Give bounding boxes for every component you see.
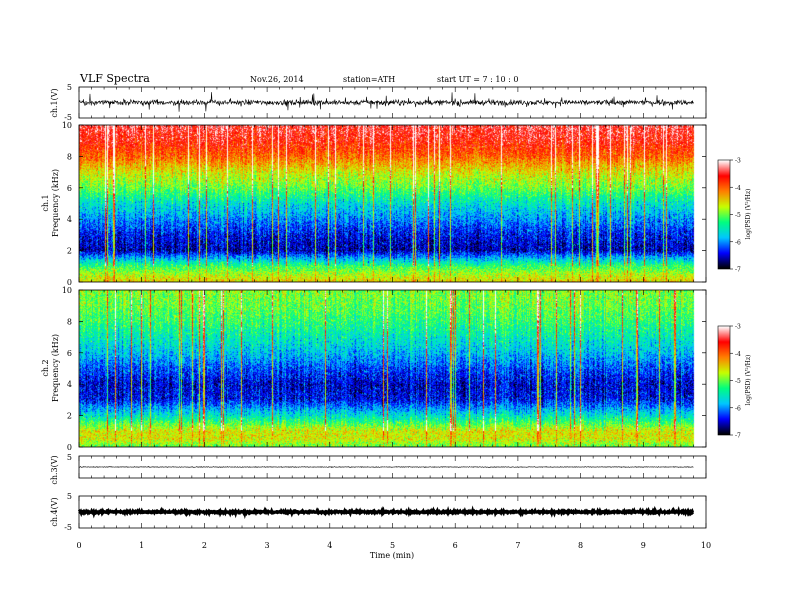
ch1-ytick-top: 5: [67, 83, 72, 92]
colorbar-tick-label: -6: [735, 405, 741, 412]
ch2-spectrogram-channel-label: ch.2: [41, 359, 50, 376]
freq-tick-label: 4: [67, 215, 72, 224]
ch1-ylabel: ch.1(V): [50, 88, 59, 117]
colorbar-tick-label: -4: [735, 351, 741, 358]
colorbar-tick-label: -5: [735, 378, 741, 385]
ch1-spectrogram-channel-label: ch.1: [41, 194, 50, 211]
freq-tick-label: 2: [67, 412, 72, 421]
time-tick-label: 4: [327, 541, 332, 550]
time-tick-label: 10: [701, 541, 711, 550]
time-axis-tick-labels: 0 1 2 3 4 5 6 7 8 9 10: [76, 541, 711, 550]
freq-tick-label: 10: [62, 286, 72, 295]
time-tick-label: 9: [641, 541, 646, 550]
ch1-colorbar-label: log(PSD) (V²/Hz): [745, 189, 752, 240]
time-tick-label: 3: [265, 541, 270, 550]
freq-tick-label: 6: [67, 184, 72, 193]
freq-tick-label: 2: [67, 247, 72, 256]
ch4-ytick-top: 5: [67, 492, 72, 501]
date-label: Nov.26, 2014: [250, 75, 304, 84]
ch1-spectrogram-ylabel: Frequency (kHz): [51, 169, 60, 237]
colorbar-tick-label: -5: [735, 212, 741, 219]
time-tick-label: 1: [139, 541, 144, 550]
ch4-ytick-bottom: -5: [64, 523, 72, 532]
freq-tick-label: 0: [67, 443, 72, 452]
time-tick-label: 2: [202, 541, 207, 550]
colorbar-tick-label: -4: [735, 185, 741, 192]
ch4-waveform-panel: 5 -5 ch.4(V): [50, 492, 707, 532]
freq-tick-label: 10: [62, 121, 72, 130]
time-tick-label: 8: [578, 541, 583, 550]
ch2-ytick-group: 0 2 4 6 8 10: [62, 286, 706, 452]
freq-tick-label: 8: [67, 317, 72, 326]
colorbar-tick-label: -7: [735, 267, 741, 274]
ch2-spectrogram-ylabel: Frequency (kHz): [51, 334, 60, 402]
figure-title: VLF Spectra: [79, 72, 150, 85]
start-time-label: start UT = 7 : 10 : 0: [437, 75, 518, 84]
ch3-waveform-panel: 5 ch.3(V): [50, 453, 707, 485]
ch1-waveform-trace: [78, 92, 694, 112]
ch1-ytick-group: 0 2 4 6 8 10: [62, 121, 706, 287]
ch3-waveform-trace: [78, 466, 694, 468]
ch1-colorbar: [718, 160, 730, 269]
freq-tick-label: 8: [67, 152, 72, 161]
ch3-ylabel: ch.3(V): [50, 455, 59, 484]
time-tick-marks: [78, 87, 707, 528]
station-label: station=ATH: [343, 75, 395, 84]
colorbar-tick-label: -7: [735, 433, 741, 440]
time-axis-label: Time (min): [370, 551, 414, 560]
time-tick-label: 0: [76, 541, 81, 550]
ch2-colorbar-ticks: -3 -4 -5 -6 -7: [730, 324, 741, 440]
freq-tick-label: 4: [67, 380, 72, 389]
time-tick-label: 6: [453, 541, 458, 550]
ch3-ytick-top: 5: [67, 453, 72, 462]
colorbar-tick-label: -3: [735, 158, 741, 165]
colorbar-tick-label: -3: [735, 324, 741, 331]
ch4-ylabel: ch.4(V): [50, 497, 59, 526]
ch1-colorbar-ticks: -3 -4 -5 -6 -7: [730, 158, 741, 274]
ch1-spectrogram-image: [79, 125, 706, 282]
ch1-ytick-bottom: -5: [64, 113, 72, 122]
ch2-colorbar: [718, 326, 730, 435]
ch4-waveform-trace: [77, 505, 695, 520]
ch2-colorbar-label: log(PSD) (V²/Hz): [745, 355, 752, 406]
time-tick-label: 5: [390, 541, 395, 550]
colorbar-tick-label: -6: [735, 239, 741, 246]
ch1-waveform-panel: 5 -5 ch.1(V): [50, 83, 707, 122]
ch2-spectrogram-image: [79, 290, 706, 447]
time-tick-label: 7: [515, 541, 520, 550]
freq-tick-label: 0: [67, 278, 72, 287]
freq-tick-label: 6: [67, 349, 72, 358]
